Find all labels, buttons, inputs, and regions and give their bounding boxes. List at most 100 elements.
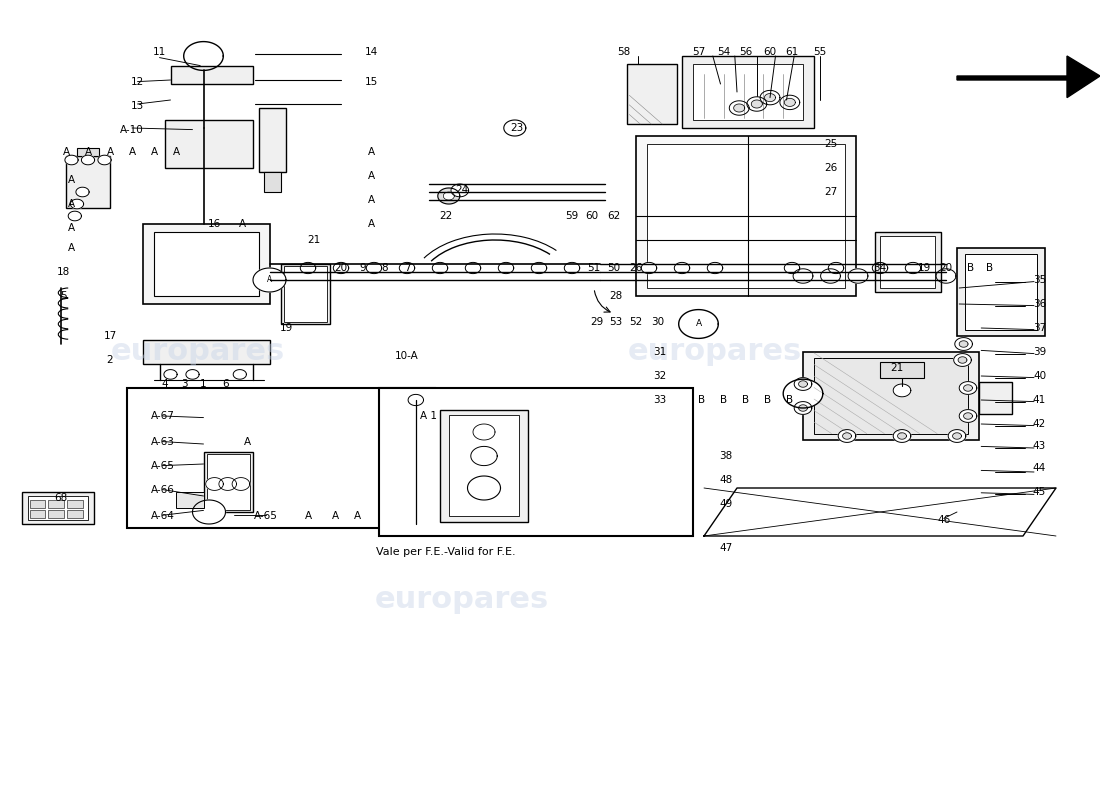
Polygon shape — [751, 100, 762, 108]
Text: 11: 11 — [153, 47, 166, 57]
Text: A: A — [129, 147, 135, 157]
Text: 51: 51 — [587, 263, 601, 273]
Text: 8: 8 — [382, 263, 388, 273]
Text: A: A — [63, 147, 69, 157]
Polygon shape — [957, 56, 1100, 98]
Text: 31: 31 — [653, 347, 667, 357]
Text: 21: 21 — [307, 235, 320, 245]
Text: europares: europares — [628, 338, 802, 366]
Text: 58: 58 — [617, 47, 630, 57]
Bar — [30, 500, 45, 508]
Polygon shape — [300, 262, 316, 274]
Bar — [284, 266, 327, 322]
Text: B: B — [987, 263, 993, 273]
Text: B: B — [786, 395, 793, 405]
Polygon shape — [936, 269, 956, 283]
Bar — [880, 236, 935, 288]
Text: 15: 15 — [365, 77, 378, 86]
Polygon shape — [764, 94, 776, 102]
Bar — [280, 264, 330, 324]
Polygon shape — [504, 120, 526, 136]
Text: A-65: A-65 — [151, 461, 175, 470]
Text: B: B — [967, 263, 974, 273]
Text: B: B — [764, 395, 771, 405]
Polygon shape — [531, 262, 547, 274]
Bar — [682, 56, 814, 128]
Polygon shape — [799, 405, 807, 411]
Text: 40: 40 — [1033, 371, 1046, 381]
Polygon shape — [366, 262, 382, 274]
Bar — [67, 500, 82, 508]
Text: 10-A: 10-A — [395, 351, 419, 361]
Polygon shape — [498, 262, 514, 274]
Polygon shape — [65, 155, 78, 165]
Polygon shape — [674, 262, 690, 274]
Bar — [48, 510, 64, 518]
Bar — [979, 382, 1012, 414]
Text: A: A — [244, 437, 251, 446]
Text: A 1: A 1 — [420, 411, 438, 421]
Text: 12: 12 — [131, 77, 144, 86]
Text: B: B — [720, 395, 727, 405]
Text: A: A — [368, 219, 375, 229]
Bar — [965, 254, 1037, 330]
Polygon shape — [783, 379, 823, 408]
Text: 46: 46 — [937, 515, 950, 525]
Text: 37: 37 — [1033, 323, 1046, 333]
Bar — [207, 454, 250, 510]
Text: 26: 26 — [824, 163, 837, 173]
Text: 44: 44 — [1033, 463, 1046, 473]
Text: 32: 32 — [653, 371, 667, 381]
Text: europares: europares — [375, 586, 549, 614]
Text: 19: 19 — [917, 263, 931, 273]
Text: A-10: A-10 — [120, 125, 144, 134]
Bar — [66, 156, 110, 208]
Polygon shape — [186, 370, 199, 379]
Bar — [176, 492, 204, 508]
Polygon shape — [233, 370, 246, 379]
Text: 49: 49 — [719, 499, 733, 509]
Bar — [440, 410, 528, 522]
Text: 36: 36 — [1033, 299, 1046, 309]
Text: A: A — [267, 275, 272, 285]
Text: 28: 28 — [609, 291, 623, 301]
Polygon shape — [760, 90, 780, 105]
Text: 18: 18 — [57, 267, 70, 277]
Bar — [874, 232, 940, 292]
Bar — [880, 362, 924, 378]
Polygon shape — [905, 262, 921, 274]
Text: A: A — [151, 147, 157, 157]
Polygon shape — [408, 394, 424, 406]
Bar — [165, 120, 253, 168]
Text: 29: 29 — [591, 317, 604, 326]
Text: 20: 20 — [939, 263, 953, 273]
Polygon shape — [828, 262, 844, 274]
Polygon shape — [70, 199, 84, 209]
Polygon shape — [184, 42, 223, 70]
Text: B: B — [698, 395, 705, 405]
Polygon shape — [734, 104, 745, 112]
Text: 17: 17 — [103, 331, 117, 341]
Bar — [126, 388, 435, 528]
Bar — [693, 64, 803, 120]
Text: 7: 7 — [404, 263, 410, 273]
Text: B: B — [742, 395, 749, 405]
Text: 68: 68 — [54, 493, 67, 502]
Text: A: A — [695, 319, 702, 329]
Polygon shape — [641, 262, 657, 274]
Text: 1: 1 — [200, 379, 207, 389]
Bar — [143, 340, 270, 364]
Bar — [636, 136, 856, 296]
Text: 41: 41 — [1033, 395, 1046, 405]
Polygon shape — [232, 478, 250, 490]
Text: 39: 39 — [1033, 347, 1046, 357]
Text: 13: 13 — [131, 101, 144, 110]
Bar — [28, 496, 88, 520]
Polygon shape — [564, 262, 580, 274]
Text: 24: 24 — [455, 186, 469, 195]
Text: 4: 4 — [162, 379, 168, 389]
Bar — [77, 148, 99, 156]
Polygon shape — [192, 500, 226, 524]
Text: 55: 55 — [813, 47, 826, 57]
Text: 16: 16 — [208, 219, 221, 229]
